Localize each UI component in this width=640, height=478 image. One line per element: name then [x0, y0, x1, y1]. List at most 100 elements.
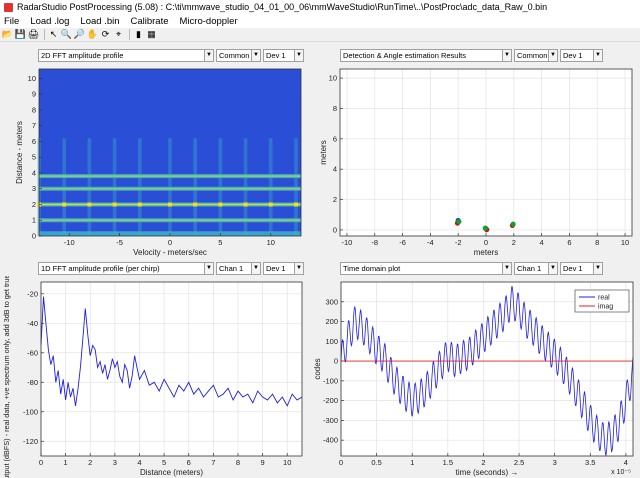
- detection-scatter-chart[interactable]: -10 -8 -6 -4 -2 0 2 4 6 8 10 0 2 4 6 8 10 meters meters: [310, 63, 640, 260]
- pointer-icon[interactable]: ↖: [49, 29, 58, 39]
- x-tick-label: -5: [116, 238, 123, 247]
- y-axis-label: Distance - meters: [15, 121, 24, 184]
- mode-select-tr[interactable]: Common ▼: [514, 49, 558, 62]
- x-tick-label: 4: [540, 238, 544, 247]
- device-select-bl[interactable]: Dev 1 ▼: [263, 262, 304, 275]
- y-tick-label: 7: [32, 121, 36, 130]
- time-domain-line-chart[interactable]: 0 0.5 1 1.5 2 2.5 3 3.5 4 -400 -300 -200 -100 0 100 200…: [310, 276, 640, 478]
- mode-select-tl[interactable]: Common ▼: [216, 49, 261, 62]
- y-tick-label: 200: [325, 317, 338, 326]
- channel-select-bl[interactable]: Chan 1 ▼: [216, 262, 261, 275]
- fft2d-heatmap-chart[interactable]: -10 -5 0 5 10 0 1 2 3 4 5 6 7 8 9 10 Velocity - meters/s…: [0, 63, 310, 260]
- menu-micro-doppler[interactable]: Micro-doppler: [179, 15, 238, 27]
- x-tick-label: -8: [371, 238, 378, 247]
- chevron-down-icon: ▼: [251, 263, 260, 274]
- channel-select-br[interactable]: Chan 1 ▼: [514, 262, 558, 275]
- menu-calibrate[interactable]: Calibrate: [130, 15, 169, 27]
- x-axis-label: time (seconds) →: [456, 468, 519, 477]
- y-tick-label: 0: [334, 357, 338, 366]
- y-tick-label: 2: [333, 195, 337, 204]
- toolbar: 📂 💾 🖨 ↖ 🔍 🔎 ✋ ⟳ ⌖ ▮ ▦: [0, 28, 640, 42]
- rotate-icon[interactable]: ⟳: [101, 29, 110, 39]
- x-tick-label: 3.5: [585, 458, 595, 467]
- open-file-icon[interactable]: 📂: [1, 29, 14, 39]
- zoom-in-icon[interactable]: 🔍: [60, 29, 73, 39]
- pan-icon[interactable]: ✋: [86, 29, 99, 39]
- x-tick-label: 9: [261, 458, 265, 467]
- y-tick-label: -100: [323, 376, 338, 385]
- device-select-br[interactable]: Dev 1 ▼: [560, 262, 603, 275]
- y-axis-label: Output (dBFS) - real data, +ve spectrum …: [2, 276, 11, 478]
- menu-load-log[interactable]: Load .log: [30, 15, 70, 27]
- x-tick-label: 4: [137, 458, 141, 467]
- colorbar-icon[interactable]: ▮: [136, 29, 141, 39]
- menu-bar: File Load .log Load .bin Calibrate Micro…: [0, 14, 640, 28]
- x-axis-label: Distance (meters): [140, 468, 203, 477]
- heatmap-background: [39, 69, 301, 236]
- window-title: RadarStudio PostProcessing (5.08) : C:\t…: [17, 2, 548, 12]
- toolbar-separator: [129, 29, 130, 40]
- print-icon[interactable]: 🖨: [27, 29, 40, 39]
- y-tick-label: 10: [329, 74, 337, 83]
- x-tick-label: 1: [64, 458, 68, 467]
- legend-icon[interactable]: ▦: [147, 29, 156, 39]
- heatmap-peak: [268, 202, 273, 207]
- heatmap-peak: [168, 202, 172, 207]
- x-tick-label: -10: [342, 238, 353, 247]
- data-cursor-icon[interactable]: ⌖: [115, 29, 122, 39]
- heatmap-peak: [243, 202, 248, 207]
- y-tick-label: 10: [28, 74, 36, 83]
- y-tick-label: -300: [323, 416, 338, 425]
- chevron-down-icon: ▼: [593, 50, 602, 61]
- panel-br-controls: Time domain plot ▼ Chan 1 ▼ Dev 1 ▼: [340, 262, 605, 275]
- y-tick-label: 4: [32, 168, 36, 177]
- legend-label: real: [598, 295, 610, 302]
- axes-frame: [40, 281, 303, 457]
- zoom-out-icon[interactable]: 🔎: [73, 29, 86, 39]
- chevron-down-icon: ▼: [294, 263, 303, 274]
- fft1d-line-chart[interactable]: 0 1 2 3 4 5 6 7 8 9 10 -120 -100 -80 -60 -40 -20 Distance…: [0, 276, 310, 478]
- device-select-tr[interactable]: Dev 1 ▼: [560, 49, 603, 62]
- x-tick-label: 5: [218, 238, 222, 247]
- chevron-down-icon: ▼: [251, 50, 260, 61]
- y-tick-label: 0: [32, 232, 36, 241]
- y-tick-label: 6: [32, 137, 36, 146]
- chevron-down-icon: ▼: [548, 50, 557, 61]
- heatmap-peak: [87, 202, 92, 207]
- x-tick-label: -4: [427, 238, 434, 247]
- y-tick-label: 2: [32, 200, 36, 209]
- real-series-line: [340, 286, 634, 457]
- x-tick-label: 10: [267, 238, 275, 247]
- detection-point: [510, 221, 516, 227]
- x-tick-label: 10: [621, 238, 629, 247]
- x-tick-label: 0: [339, 458, 343, 467]
- plot-type-select-tl[interactable]: 2D FFT amplitude profile ▼: [38, 49, 214, 62]
- menu-load-bin[interactable]: Load .bin: [80, 15, 120, 27]
- plot-type-select-tr[interactable]: Detection & Angle estimation Results ▼: [340, 49, 512, 62]
- x-tick-label: 2: [512, 238, 516, 247]
- x-tick-label: 8: [236, 458, 240, 467]
- x-tick-label: 4: [624, 458, 628, 467]
- x-tick-label: 0: [168, 238, 172, 247]
- device-select-tl[interactable]: Dev 1 ▼: [263, 49, 304, 62]
- menu-file[interactable]: File: [4, 15, 20, 27]
- plot-type-select-bl[interactable]: 1D FFT amplitude profile (per chirp) ▼: [38, 262, 214, 275]
- x-axis-label: meters: [474, 248, 498, 257]
- fft1d-series-line: [40, 296, 303, 407]
- panel-bl-controls: 1D FFT amplitude profile (per chirp) ▼ Ch…: [38, 262, 306, 275]
- chevron-down-icon: ▼: [502, 50, 511, 61]
- x-axis-label: Velocity - meters/sec: [133, 248, 207, 257]
- plot-type-select-br[interactable]: Time domain plot ▼: [340, 262, 512, 275]
- x-tick-label: 1.5: [443, 458, 453, 467]
- x-tick-label: 5: [162, 458, 166, 467]
- y-tick-label: -40: [27, 319, 38, 328]
- save-icon[interactable]: 💾: [14, 29, 27, 39]
- y-tick-label: -80: [27, 378, 38, 387]
- y-tick-label: 8: [32, 105, 36, 114]
- y-tick-label: -120: [23, 437, 38, 446]
- panel-tr-controls: Detection & Angle estimation Results ▼ Co…: [340, 49, 605, 62]
- y-tick-label: -200: [323, 396, 338, 405]
- x-tick-label: 3: [553, 458, 557, 467]
- detection-point: [482, 225, 488, 231]
- x-tick-label: 6: [567, 238, 571, 247]
